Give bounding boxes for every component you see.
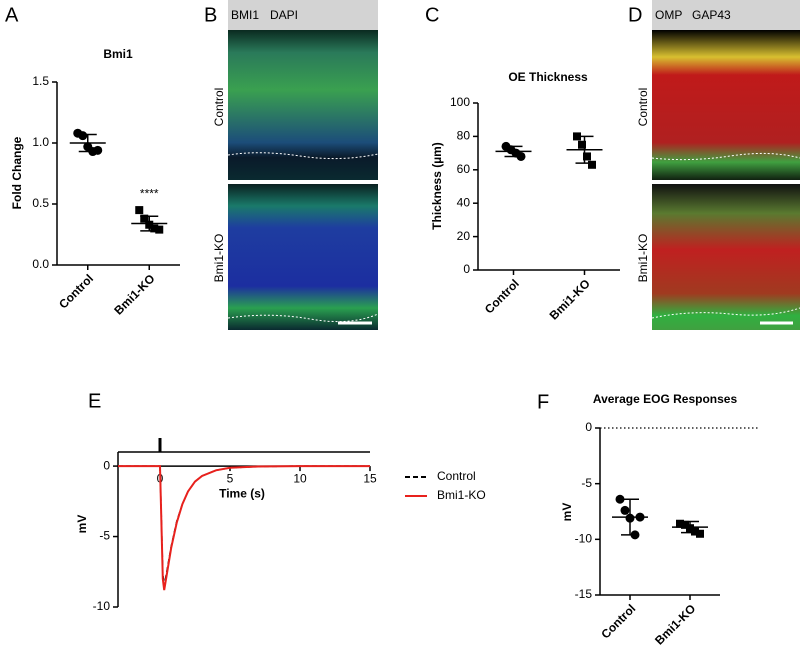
header-bar [228,0,378,30]
point [681,520,689,529]
stain-label: BMI1 [231,8,259,22]
basement-line [651,307,800,319]
point [676,519,684,528]
image [652,30,800,180]
x-axis-label: Time (s) [219,486,265,500]
x-tick-label: Bmi1-KO [111,271,157,317]
legend-label: Bmi1-KO [437,488,486,502]
legend-label: Control [437,469,476,483]
x-tick-label: 5 [227,471,234,485]
x-tick-label: Control [56,271,96,311]
stain-label: DAPI [270,8,298,22]
y-tick-label: -10 [575,532,593,546]
y-tick-label: -5 [99,529,110,543]
annotation: **** [140,186,159,200]
x-tick-label: 15 [363,471,377,485]
chart-title: Average EOG Responses [593,392,738,406]
y-axis-label: mV [560,503,574,522]
y-tick-label: 60 [457,162,471,176]
panel-letter: B [204,4,217,26]
point [135,206,144,215]
point [696,529,704,538]
y-tick-label: 0.5 [32,196,49,210]
y-tick-label: 80 [457,129,471,143]
y-tick-label: -10 [93,599,111,613]
image [228,184,378,330]
point [140,214,149,223]
y-tick-label: 20 [457,229,471,243]
x-tick-label: Control [598,601,638,641]
y-tick-label: 40 [457,195,471,209]
row-label: Bmi1-KO [212,234,226,283]
header-bar [652,0,800,30]
y-tick-label: -15 [575,587,593,601]
point [691,527,699,536]
row-label: Control [636,88,650,127]
micrograph-d: D OMP GAP43 Control Bmi1-KO [628,0,800,330]
x-tick-label: Control [482,276,522,316]
stain-label: OMP [655,8,682,22]
panel-letter: C [425,4,439,26]
y-axis-label: Thickness (µm) [430,142,444,230]
y-tick-label: -5 [581,476,592,490]
micrograph-b: B BMI1 DAPI Control Bmi1-KO [204,0,379,330]
y-tick-label: 100 [450,95,470,109]
y-tick-label: 0 [585,420,592,434]
point [615,494,625,504]
y-tick-label: 1.5 [32,74,49,88]
panel-letter: A [5,4,19,26]
point [78,131,88,141]
point [93,145,103,155]
panel-letter: E [88,390,101,412]
row-label: Control [212,88,226,127]
x-tick-label: 10 [293,471,307,485]
y-tick-label: 1.0 [32,135,49,149]
point [583,152,591,161]
basement-line [227,152,379,160]
y-tick-label: 0 [463,262,470,276]
point [620,505,630,515]
x-tick-label: Bmi1-KO [547,276,593,322]
point [155,225,164,234]
point [578,140,586,149]
y-axis-label: mV [75,515,89,534]
basement-line [651,152,800,161]
panel-letter: F [537,391,549,413]
row-label: Bmi1-KO [636,234,650,283]
point [588,160,596,169]
stain-label: GAP43 [692,8,731,22]
y-axis-label: Fold Change [10,136,24,209]
y-tick-label: 0 [103,458,110,472]
x-tick-label: Bmi1-KO [652,601,698,647]
panel-letter: D [628,4,642,26]
point [150,224,159,233]
image [652,184,800,330]
trace [118,465,370,591]
image [228,30,378,180]
chart-title: OE Thickness [508,70,588,84]
chart-title: Bmi1 [103,47,133,61]
y-tick-label: 0.0 [32,257,49,271]
